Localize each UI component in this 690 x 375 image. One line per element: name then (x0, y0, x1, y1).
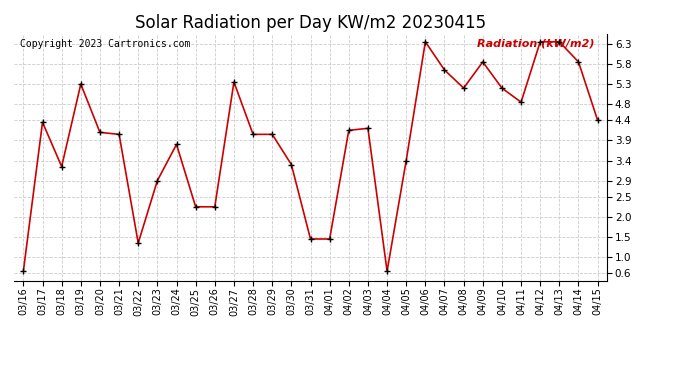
Text: Radiation (kW/m2): Radiation (kW/m2) (477, 39, 594, 49)
Text: Copyright 2023 Cartronics.com: Copyright 2023 Cartronics.com (20, 39, 190, 49)
Title: Solar Radiation per Day KW/m2 20230415: Solar Radiation per Day KW/m2 20230415 (135, 14, 486, 32)
